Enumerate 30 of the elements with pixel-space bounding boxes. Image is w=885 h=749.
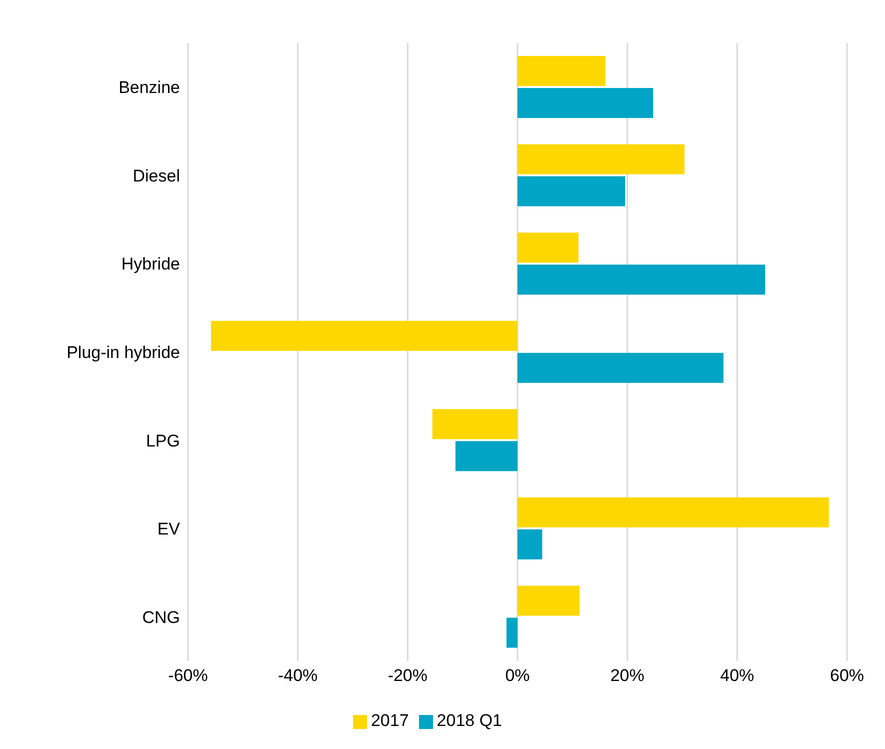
bar — [518, 88, 654, 118]
x-tick-label: 60% — [830, 666, 864, 686]
bar — [518, 144, 684, 174]
legend-label: 2017 — [370, 711, 409, 730]
x-tick-label: -60% — [168, 666, 208, 686]
y-tick-label: Plug-in hybride — [66, 343, 180, 362]
bar — [455, 441, 518, 472]
x-tick-label: 40% — [720, 666, 754, 686]
bar — [518, 497, 829, 528]
y-tick-label: Diesel — [132, 166, 180, 186]
bar — [518, 352, 724, 383]
x-tick-label: -40% — [278, 666, 318, 686]
y-tick-label: EV — [157, 520, 181, 539]
y-tick-label: LPG — [146, 431, 180, 450]
bar — [518, 586, 580, 616]
bar — [518, 232, 578, 263]
bar — [432, 409, 518, 440]
bar — [211, 320, 518, 351]
x-tick-label: 20% — [610, 666, 644, 686]
y-tick-label: CNG — [142, 608, 180, 627]
y-tick-label: Benzine — [118, 78, 180, 98]
bar — [506, 618, 518, 648]
bar — [518, 56, 606, 86]
bar — [518, 176, 626, 206]
y-tick-label: Hybride — [121, 254, 180, 274]
x-tick-label: -20% — [388, 666, 428, 686]
bar — [518, 264, 766, 295]
x-tick-label: 0% — [505, 666, 530, 686]
legend-label: 2018 Q1 — [436, 711, 502, 730]
bar — [518, 529, 542, 560]
